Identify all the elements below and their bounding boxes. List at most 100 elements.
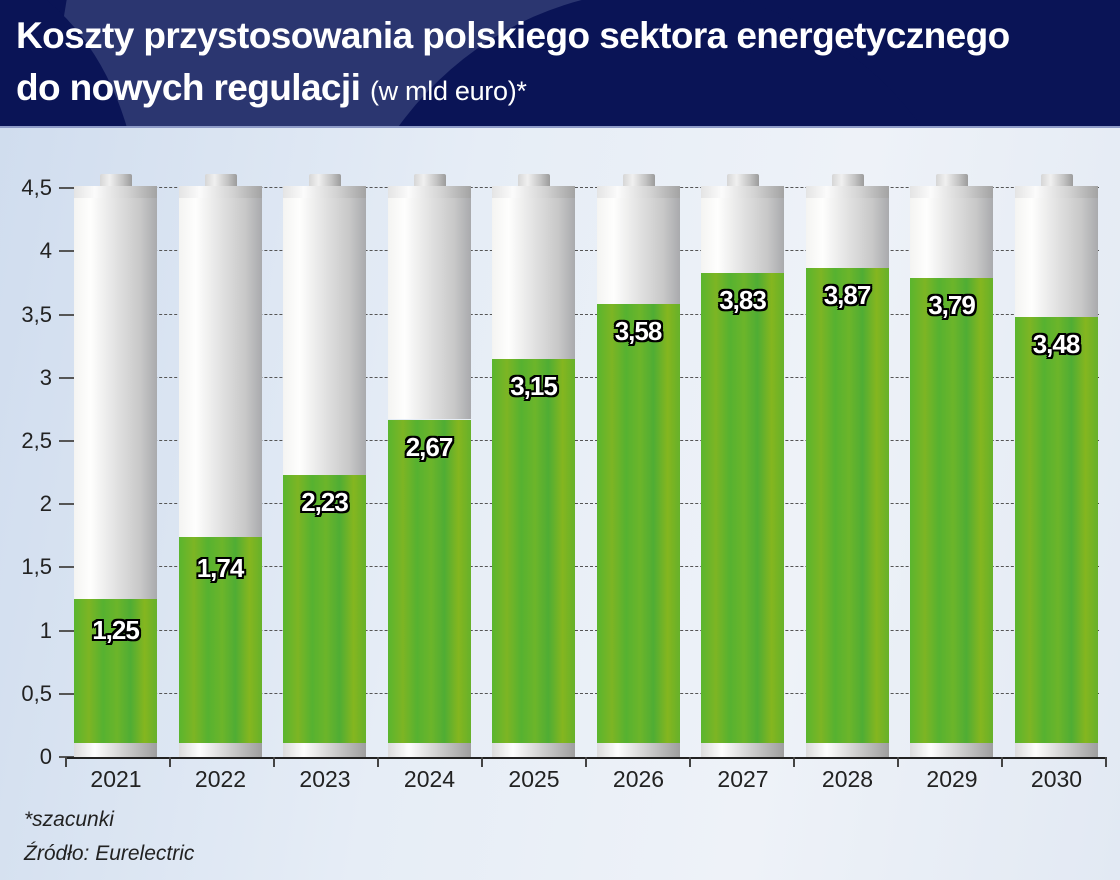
battery-empty-part <box>596 198 680 305</box>
y-tick-mark <box>59 503 74 506</box>
chart-title-line2: do nowych regulacji (w mld euro)* <box>16 62 1010 117</box>
battery-cap <box>204 174 237 187</box>
x-tick-mark <box>273 757 275 767</box>
battery-base <box>701 743 784 757</box>
battery-base <box>492 743 575 757</box>
y-tick-label: 0,5 <box>21 680 52 706</box>
battery-fill-bar <box>910 277 993 743</box>
battery-empty-part <box>701 198 784 273</box>
data-label: 3,79 <box>928 289 976 320</box>
x-tick-label: 2029 <box>926 766 978 792</box>
gridline <box>74 250 1099 252</box>
x-tick-mark <box>481 757 483 767</box>
battery-cap <box>413 174 446 187</box>
data-label: 2,23 <box>301 487 349 518</box>
battery-shoulder <box>178 186 262 199</box>
x-tick-label: 2022 <box>194 766 247 792</box>
battery-empty-part <box>178 198 262 538</box>
y-tick-label: 3 <box>39 364 52 390</box>
y-tick-label: 4 <box>39 238 52 264</box>
gridline <box>74 692 1099 694</box>
x-tick-mark <box>793 757 795 767</box>
chart-title-unit: (w mld euro)* <box>369 76 527 106</box>
y-tick-label: 2,5 <box>21 428 52 453</box>
battery-empty-part <box>805 198 889 268</box>
x-tick-mark <box>377 757 379 767</box>
battery-base <box>596 743 680 757</box>
y-tick-mark <box>59 250 74 253</box>
battery-empty-part <box>283 198 366 476</box>
footnote-source: Źródło: Eurelectric <box>24 842 195 865</box>
battery-fill-bar <box>1014 317 1098 743</box>
battery-fill-bar <box>701 272 784 743</box>
x-tick-mark <box>169 757 171 767</box>
battery-cap <box>936 174 968 187</box>
y-tick-label: 1 <box>39 617 52 643</box>
x-tick-mark <box>1105 757 1107 767</box>
battery-cap <box>309 174 341 187</box>
battery-cap <box>831 174 864 187</box>
battery-fill-bar <box>492 358 575 743</box>
x-tick-label: 2028 <box>821 766 874 792</box>
battery-base <box>805 743 889 757</box>
battery-base <box>74 743 157 757</box>
x-tick-mark <box>1001 757 1003 767</box>
x-tick-mark <box>65 757 67 767</box>
battery-base <box>283 743 366 757</box>
battery-fill-bar <box>387 419 471 743</box>
battery-cap <box>1040 174 1073 187</box>
battery-fill-bar <box>596 304 680 743</box>
battery-fill-bar <box>283 475 366 743</box>
battery-shoulder <box>74 186 157 199</box>
battery-empty-part <box>492 198 575 359</box>
chart-header: Koszty przystosowania polskiego sektora … <box>0 0 1120 128</box>
battery-cap <box>518 174 550 187</box>
battery-cap <box>100 174 132 187</box>
battery-cap <box>727 174 759 187</box>
battery-shoulder <box>596 186 680 199</box>
x-tick-mark <box>897 757 899 767</box>
gridline <box>74 629 1099 631</box>
data-label: 2,67 <box>405 431 454 462</box>
x-tick-mark <box>689 757 691 767</box>
y-tick-mark <box>59 629 74 632</box>
y-tick-mark <box>59 187 74 190</box>
chart-title: Koszty przystosowania polskiego sektora … <box>16 10 1010 117</box>
footnote-estimate: *szacunki <box>24 808 114 831</box>
x-tick-label: 2021 <box>90 766 142 792</box>
y-tick-mark <box>59 376 74 379</box>
x-tick-mark <box>585 757 587 767</box>
battery-fill-bar <box>178 537 262 743</box>
gridline <box>74 503 1099 505</box>
battery-shoulder <box>492 186 575 199</box>
battery-empty-part <box>387 198 471 420</box>
battery-base <box>178 743 262 757</box>
battery-shoulder <box>1014 186 1098 199</box>
data-label: 3,15 <box>510 370 558 401</box>
battery-base <box>910 743 993 757</box>
gridline <box>74 376 1099 378</box>
battery-base <box>387 743 471 757</box>
x-tick-label: 2027 <box>717 766 769 792</box>
battery-fill-bar <box>805 267 889 743</box>
chart-title-main: do nowych regulacji <box>16 67 361 108</box>
battery-empty-part <box>910 198 993 278</box>
y-tick-mark <box>59 313 74 316</box>
x-tick-label: 2024 <box>403 766 456 792</box>
x-tick-label: 2026 <box>612 766 665 792</box>
data-label: 3,87 <box>823 279 872 310</box>
x-tick-label: 2023 <box>299 766 351 792</box>
data-label: 1,74 <box>196 553 245 584</box>
battery-shoulder <box>701 186 784 199</box>
y-tick-mark <box>59 440 74 442</box>
data-label: 3,48 <box>1032 329 1081 360</box>
battery-shoulder <box>387 186 471 199</box>
y-tick-label: 4,5 <box>21 175 52 201</box>
gridline <box>74 187 1099 189</box>
battery-shoulder <box>910 186 993 199</box>
y-tick-label: 0 <box>39 744 52 769</box>
x-tick-label: 2025 <box>508 766 560 792</box>
chart-title-line1: Koszty przystosowania polskiego sektora … <box>16 15 1010 56</box>
y-tick-label: 3,5 <box>21 301 52 327</box>
